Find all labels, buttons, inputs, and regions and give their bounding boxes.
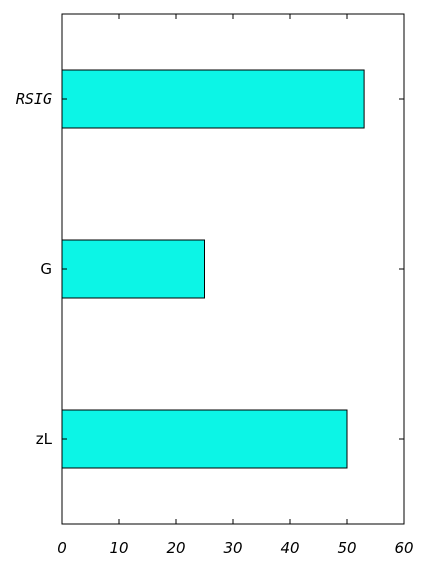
x-tick-label: 20 [166,539,185,557]
x-tick-label: 0 [57,539,67,557]
x-tick-label: 50 [337,539,356,557]
labels-group: RSIG GzL 0 10 20 30 40 50 60 [16,90,414,557]
bar-rsig [61,69,365,129]
x-tick-label: 40 [280,539,299,557]
category-label: zL [36,430,53,448]
category-label: G [40,260,52,278]
bar-zl [61,409,348,469]
ticks-group [61,14,405,524]
plot-frame [61,13,405,525]
bar-g [61,239,205,299]
bars-group [61,69,365,469]
x-tick-label: 10 [109,539,128,557]
category-label: RSIG [16,90,52,108]
x-tick-label: 60 [394,539,413,557]
x-tick-label: 30 [223,539,242,557]
